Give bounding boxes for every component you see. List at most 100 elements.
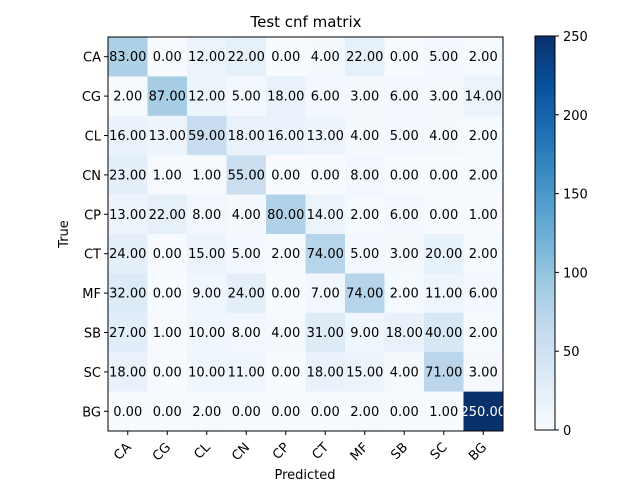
cell-value-label: 0.00	[390, 405, 419, 420]
heatmap-cell	[463, 194, 504, 235]
cell-value-label: 0.00	[271, 168, 300, 183]
heatmap-cell	[187, 194, 227, 235]
cell-value-label: 4.00	[390, 365, 419, 380]
cell-value-label: 22.00	[149, 208, 186, 223]
heatmap-cell	[424, 115, 464, 156]
cell-value-label: 7.00	[311, 287, 340, 302]
heatmap-cell	[463, 391, 504, 432]
cell-value-label: 74.00	[307, 247, 344, 262]
heatmap-cell	[424, 352, 464, 392]
heatmap-cell	[147, 37, 188, 77]
cell-value-label: 6.00	[390, 90, 419, 105]
y-tick-label: SB	[84, 327, 101, 342]
heatmap-cell	[345, 273, 385, 314]
cell-value-label: 2.00	[390, 287, 419, 302]
heatmap-cell	[226, 273, 267, 314]
cell-value-label: 12.00	[188, 90, 225, 105]
colorbar-tick-label: 100	[563, 266, 588, 281]
cell-value-label: 0.00	[271, 287, 300, 302]
cell-value-label: 16.00	[109, 129, 146, 144]
heatmap-cell	[147, 155, 188, 195]
heatmap-cell	[305, 115, 346, 156]
heatmap-cell	[424, 234, 464, 274]
cell-value-label: 11.00	[228, 365, 265, 380]
colorbar-tick-label: 50	[563, 345, 580, 360]
cell-value-label: 0.00	[153, 50, 182, 65]
heatmap-cell	[424, 273, 464, 314]
cell-value-label: 40.00	[425, 326, 462, 341]
cell-value-label: 83.00	[109, 50, 146, 65]
cell-value-label: 24.00	[228, 287, 265, 302]
cell-value-label: 4.00	[311, 50, 340, 65]
cell-value-label: 250.00	[461, 405, 507, 420]
heatmap-cell	[266, 155, 306, 195]
heatmap-cell	[187, 37, 227, 77]
heatmap-cell	[226, 76, 267, 117]
cell-value-label: 71.00	[425, 365, 462, 380]
cell-value-label: 5.00	[232, 90, 261, 105]
y-tick-label: CG	[82, 90, 101, 105]
heatmap-cell	[108, 76, 148, 117]
cell-value-label: 11.00	[425, 287, 462, 302]
heatmap-cell	[384, 37, 425, 77]
heatmap-cell	[463, 76, 504, 117]
heatmap-cell	[226, 37, 267, 77]
y-tick-label: CT	[84, 248, 101, 263]
heatmap-cell	[384, 194, 425, 235]
y-tick-label: MF	[82, 287, 101, 302]
heatmap-cell	[266, 76, 306, 117]
cell-value-label: 8.00	[232, 326, 261, 341]
heatmap-cell	[424, 391, 464, 432]
cell-value-label: 0.00	[113, 405, 142, 420]
cell-value-label: 59.00	[188, 129, 225, 144]
cell-value-label: 2.00	[113, 90, 142, 105]
y-tick-label: SC	[84, 366, 101, 381]
cell-value-label: 8.00	[350, 168, 379, 183]
cell-value-label: 2.00	[192, 405, 221, 420]
y-tick-label: CP	[84, 208, 101, 223]
y-tick-label: CA	[83, 51, 101, 66]
cell-value-label: 0.00	[153, 365, 182, 380]
heatmap-cell	[108, 115, 148, 156]
x-tick-label: SB	[388, 440, 411, 463]
heatmap-cell	[345, 352, 385, 392]
colorbar-tick-label: 250	[563, 30, 588, 45]
cell-value-label: 23.00	[109, 168, 146, 183]
heatmap-cell	[147, 76, 188, 117]
cell-value-label: 2.00	[350, 405, 379, 420]
heatmap-cell	[147, 115, 188, 156]
cell-value-label: 0.00	[153, 247, 182, 262]
x-tick-label: CP	[270, 440, 293, 463]
x-tick-label: BG	[466, 440, 490, 464]
y-axis-label: True	[57, 220, 72, 249]
heatmap-cell	[108, 37, 148, 77]
cell-value-label: 6.00	[311, 90, 340, 105]
heatmap-cell	[266, 115, 306, 156]
heatmap-cell	[424, 37, 464, 77]
cell-value-label: 5.00	[429, 50, 458, 65]
heatmap-cell	[305, 76, 346, 117]
cell-value-label: 80.00	[267, 208, 304, 223]
heatmap-cell	[147, 391, 188, 432]
heatmap-cell	[147, 352, 188, 392]
heatmap-cell	[463, 115, 504, 156]
cell-value-label: 2.00	[469, 247, 498, 262]
cell-value-label: 2.00	[469, 50, 498, 65]
heatmap-cell	[345, 115, 385, 156]
heatmap-cell	[187, 155, 227, 195]
cell-value-label: 5.00	[350, 247, 379, 262]
heatmap-cell	[384, 155, 425, 195]
cell-value-label: 4.00	[232, 208, 261, 223]
heatmap-cell	[226, 115, 267, 156]
cell-value-label: 0.00	[232, 405, 261, 420]
heatmap-cell	[147, 273, 188, 314]
cell-value-label: 24.00	[109, 247, 146, 262]
cell-value-label: 12.00	[188, 50, 225, 65]
cell-value-label: 2.00	[469, 129, 498, 144]
heatmap-cell	[424, 312, 464, 353]
cell-value-label: 3.00	[469, 365, 498, 380]
x-tick-label: MF	[348, 440, 372, 464]
cell-value-label: 3.00	[429, 90, 458, 105]
heatmap-cell	[384, 352, 425, 392]
